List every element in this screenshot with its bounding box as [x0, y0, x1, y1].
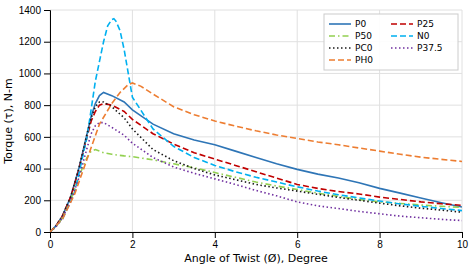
tick: 6	[295, 232, 301, 250]
tick-mark	[44, 232, 50, 233]
tick-mark	[44, 73, 50, 74]
legend-item: P25	[391, 19, 434, 29]
tick-mark	[132, 232, 133, 238]
tick-mark	[462, 232, 463, 238]
tick-label: 10	[457, 239, 469, 250]
tick-mark	[44, 200, 50, 201]
tick-label: 600	[24, 132, 41, 143]
axis-line	[51, 233, 463, 239]
grid-line	[50, 200, 462, 201]
tick-label: 200	[24, 195, 41, 206]
tick-label: 1000	[19, 68, 42, 79]
tick-label: 800	[24, 100, 41, 111]
series-line	[50, 104, 462, 232]
series-line	[50, 92, 462, 232]
tick-label: 6	[295, 239, 301, 250]
series-line	[50, 83, 462, 232]
plot: 0 2 4 6 8 10 0 200 400 600 800 1000 1200 1400 P0 P25 P50…	[19, 5, 469, 250]
tick-mark	[215, 232, 216, 238]
tick: 800	[24, 100, 50, 111]
legend: P0 P25 P50 N0 PC0 P37.5 PH0	[324, 14, 458, 70]
y-axis: 0 200 400 600 800 1000 1200 1400	[19, 5, 51, 238]
legend-swatch	[391, 47, 413, 49]
tick-label: 1400	[19, 5, 42, 16]
tick-label: 2	[130, 239, 136, 250]
grid-line	[462, 10, 463, 232]
tick-mark	[44, 42, 50, 43]
legend-swatch	[391, 35, 413, 37]
tick-mark	[44, 10, 50, 11]
tick: 10	[457, 232, 469, 250]
legend-swatch	[329, 47, 351, 49]
tick: 0	[35, 227, 50, 238]
tick: 600	[24, 132, 50, 143]
legend-swatch	[391, 23, 413, 25]
legend-label: P25	[417, 19, 434, 29]
tick-label: 0	[35, 227, 41, 238]
legend-swatch	[329, 23, 351, 25]
y-axis-title: Torque (τ), N-m	[2, 78, 15, 164]
tick-label: 400	[24, 163, 41, 174]
grid-line	[50, 73, 462, 74]
tick: 1200	[19, 36, 50, 47]
x-axis: 0 2 4 6 8 10	[48, 232, 469, 250]
legend-label: PH0	[355, 55, 373, 65]
legend-item: PH0	[329, 55, 373, 65]
tick: 2	[130, 232, 136, 250]
tick: 1400	[19, 5, 50, 16]
tick-mark	[297, 232, 298, 238]
legend-label: PC0	[355, 43, 373, 53]
legend-item: P0	[329, 19, 366, 29]
legend-item: PC0	[329, 43, 373, 53]
legend-label: P37.5	[417, 43, 442, 53]
tick: 8	[377, 232, 383, 250]
legend-frame	[324, 14, 458, 70]
grid	[50, 10, 462, 232]
tick-mark	[44, 105, 50, 106]
tick: 200	[24, 195, 50, 206]
tick: 400	[24, 163, 50, 174]
tick-mark	[44, 137, 50, 138]
tick: 4	[213, 232, 219, 250]
grid-line	[50, 168, 462, 169]
legend-item: P50	[329, 31, 372, 41]
tick-label: 4	[213, 239, 219, 250]
tick-label: 0	[48, 239, 54, 250]
legend-label: P0	[355, 19, 366, 29]
axis-line	[44, 11, 51, 233]
tick-label: 1200	[19, 36, 42, 47]
series-line	[50, 102, 462, 232]
series-line	[50, 150, 462, 232]
grid-line	[132, 10, 133, 232]
grid-line	[50, 136, 462, 137]
tick-mark	[380, 232, 381, 238]
tick: 1000	[19, 68, 50, 79]
legend-swatch	[329, 59, 351, 61]
legend-label: N0	[417, 31, 430, 41]
grid-line	[50, 10, 462, 11]
legend-item: P37.5	[391, 43, 442, 53]
x-axis-title: Angle of Twist (Ø), Degree	[184, 252, 328, 265]
chart: 0 2 4 6 8 10 0 200 400 600 800 1000 1200 1400 P0 P25 P50…	[0, 0, 474, 266]
grid-line	[50, 105, 462, 106]
tick-label: 8	[377, 239, 383, 250]
legend-item: N0	[391, 31, 430, 41]
legend-label: P50	[355, 31, 372, 41]
legend-swatch	[329, 35, 351, 37]
tick-mark	[44, 169, 50, 170]
series-line	[50, 123, 462, 232]
grid-line	[297, 10, 298, 232]
tick: 0	[48, 232, 54, 250]
